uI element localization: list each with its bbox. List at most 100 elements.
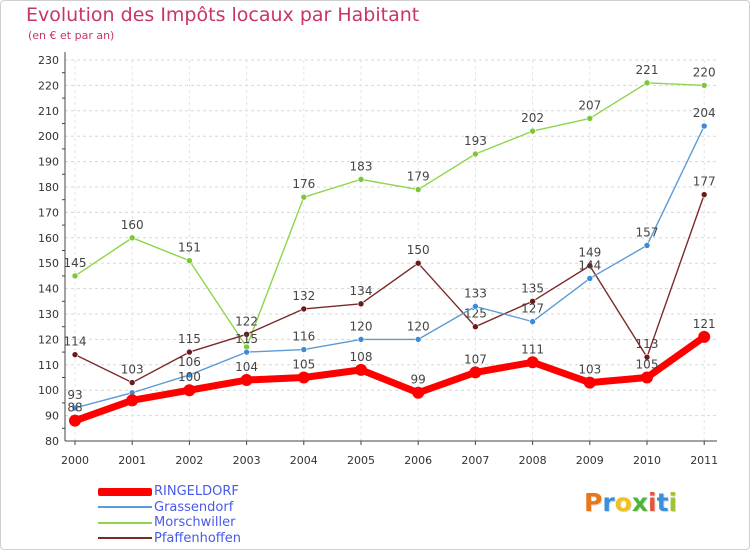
chart-title: Evolution des Impôts locaux par Habitant: [26, 4, 420, 26]
y-tick-label: 170: [38, 206, 59, 219]
data-point-pfaffenhoffen: [186, 348, 193, 356]
data-label-ringeldorf: 111: [521, 342, 544, 356]
x-tick-label: 2011: [690, 454, 718, 467]
y-tick-label: 190: [38, 156, 59, 169]
x-tick-label: 2005: [347, 454, 375, 467]
data-point-ringeldorf: [240, 374, 253, 387]
x-tick-label: 2003: [233, 454, 261, 467]
legend: RINGELDORF Grassendorf Morschwiller Pfaf…: [98, 484, 241, 546]
legend-item-morschwiller: Morschwiller: [98, 515, 241, 531]
data-point-ringeldorf: [412, 386, 425, 399]
data-label-ringeldorf: 104: [235, 360, 258, 374]
data-label-grassendorf: 106: [178, 355, 201, 369]
data-point-grassendorf: [186, 371, 193, 379]
data-point-pfaffenhoffen: [586, 262, 594, 270]
data-point-ringeldorf: [698, 330, 711, 343]
data-point-grassendorf: [300, 346, 308, 353]
data-point-morschwiller: [700, 82, 708, 89]
series-line-grassendorf: [74, 125, 705, 409]
data-label-ringeldorf: 88: [67, 401, 82, 415]
brand-letter: x: [631, 488, 648, 517]
brand-letter: i: [668, 488, 678, 517]
data-label-grassendorf: 120: [407, 319, 430, 333]
data-label-pfaffenhoffen: 103: [121, 363, 144, 377]
data-label-grassendorf: 204: [693, 106, 716, 120]
brand-letter: t: [656, 488, 669, 517]
y-tick-label: 150: [38, 257, 59, 270]
legend-label-grassendorf: Grassendorf: [154, 499, 234, 515]
data-point-morschwiller: [357, 176, 365, 183]
data-point-ringeldorf: [183, 384, 196, 397]
data-label-pfaffenhoffen: 135: [521, 281, 544, 295]
data-point-grassendorf: [700, 122, 708, 130]
y-tick-label: 160: [38, 232, 59, 245]
legend-label-ringeldorf: RINGELDORF: [154, 484, 239, 500]
data-label-morschwiller: 160: [121, 218, 144, 232]
data-point-morschwiller: [414, 186, 422, 193]
series-line-morschwiller: [74, 82, 705, 348]
data-point-ringeldorf: [297, 371, 310, 384]
chart-subtitle: (en € et par an): [28, 29, 115, 42]
data-label-morschwiller: 183: [350, 159, 373, 173]
data-label-ringeldorf: 103: [578, 363, 601, 377]
data-label-pfaffenhoffen: 115: [178, 332, 201, 346]
brand-letter: o: [614, 488, 632, 517]
data-point-pfaffenhoffen: [529, 297, 536, 305]
data-label-grassendorf: 144: [578, 258, 601, 272]
data-point-grassendorf: [529, 318, 536, 325]
x-tick-label: 2008: [519, 454, 547, 467]
data-label-morschwiller: 145: [64, 256, 87, 270]
data-point-grassendorf: [71, 404, 79, 412]
data-label-pfaffenhoffen: 150: [407, 243, 430, 257]
data-point-pfaffenhoffen: [472, 323, 479, 331]
data-label-morschwiller: 207: [578, 98, 601, 112]
data-label-grassendorf: 93: [67, 388, 82, 402]
data-point-pfaffenhoffen: [128, 379, 136, 386]
data-point-pfaffenhoffen: [414, 259, 422, 267]
data-label-pfaffenhoffen: 132: [292, 289, 315, 303]
data-point-ringeldorf: [126, 394, 139, 407]
legend-swatch-grassendorf: [98, 506, 152, 509]
data-label-grassendorf: 116: [292, 330, 315, 344]
data-point-ringeldorf: [69, 414, 81, 427]
data-label-grassendorf: 127: [521, 302, 544, 316]
data-point-grassendorf: [643, 242, 651, 249]
y-tick-label: 180: [38, 181, 59, 194]
x-tick-label: 2002: [175, 454, 203, 467]
data-point-morschwiller: [586, 115, 594, 122]
y-tick-label: 220: [38, 79, 59, 92]
data-label-pfaffenhoffen: 114: [64, 335, 87, 349]
y-tick-label: 90: [45, 410, 59, 423]
data-label-ringeldorf: 105: [636, 358, 659, 372]
data-point-pfaffenhoffen: [300, 305, 308, 313]
data-label-grassendorf: 120: [350, 319, 373, 333]
x-tick-label: 2004: [290, 454, 318, 467]
legend-label-pfaffenhoffen: Pfaffenhoffen: [154, 530, 241, 546]
data-label-morschwiller: 202: [521, 111, 544, 125]
data-label-morschwiller: 176: [292, 177, 315, 191]
data-point-ringeldorf: [355, 363, 367, 376]
legend-swatch-ringeldorf: [98, 487, 152, 496]
brand-letter: i: [648, 488, 657, 517]
data-label-morschwiller: 179: [407, 170, 430, 184]
data-label-morschwiller: 221: [636, 63, 659, 77]
series-line-pfaffenhoffen: [74, 193, 705, 384]
y-tick-label: 130: [38, 308, 59, 321]
x-tick-label: 2007: [461, 454, 489, 467]
y-tick-label: 110: [38, 359, 59, 372]
data-point-ringeldorf: [469, 366, 482, 379]
data-point-ringeldorf: [641, 371, 653, 384]
x-tick-label: 2006: [404, 454, 432, 467]
data-label-grassendorf: 133: [464, 286, 487, 300]
legend-label-morschwiller: Morschwiller: [154, 515, 236, 531]
data-label-pfaffenhoffen: 134: [350, 284, 373, 298]
brand-letter: r: [602, 488, 615, 517]
data-point-pfaffenhoffen: [357, 300, 365, 308]
x-tick-label: 2010: [633, 454, 661, 467]
data-point-grassendorf: [357, 336, 365, 343]
data-label-ringeldorf: 100: [178, 370, 201, 384]
data-point-grassendorf: [243, 348, 250, 356]
legend-item-ringeldorf: RINGELDORF: [98, 484, 241, 500]
data-point-grassendorf: [586, 275, 594, 282]
